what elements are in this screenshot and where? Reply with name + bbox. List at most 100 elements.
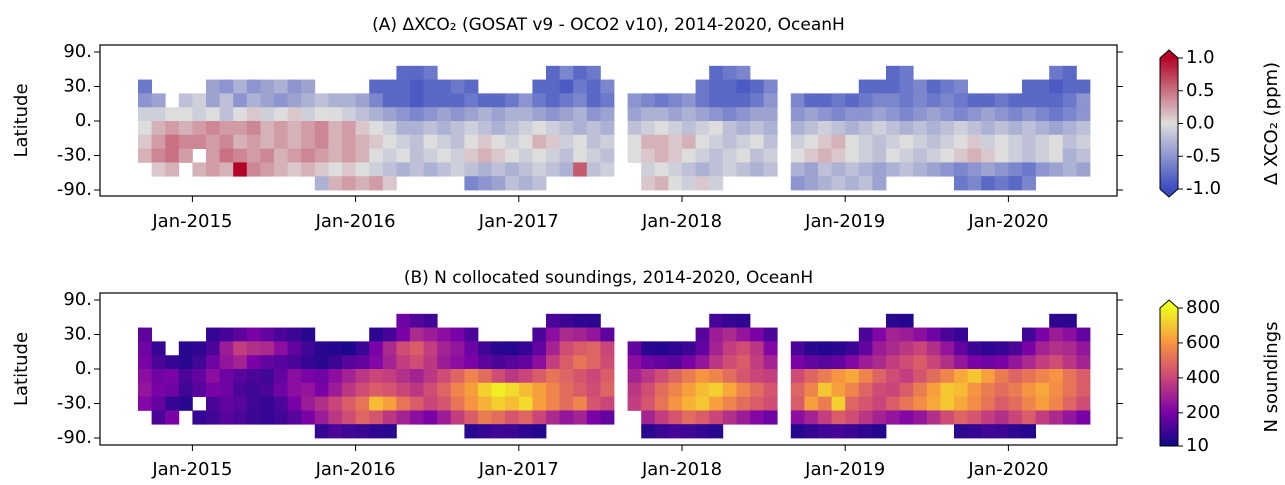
heatmap-cell <box>886 355 900 370</box>
heatmap-cell <box>722 369 737 384</box>
heatmap-cell <box>382 341 397 356</box>
heatmap-cell <box>233 341 248 356</box>
heatmap-cell <box>1022 176 1036 191</box>
heatmap-cell <box>1008 134 1023 150</box>
heatmap-cell <box>994 424 1009 439</box>
heatmap-cell <box>355 121 370 136</box>
heatmap-cell <box>328 410 343 425</box>
heatmap-cell <box>437 410 452 425</box>
heatmap-cell <box>940 121 955 136</box>
heatmap-cell <box>382 134 397 150</box>
heatmap-cell <box>858 369 873 384</box>
heatmap-cell <box>546 355 560 370</box>
x-tick-label: Jan-2017 <box>478 459 559 480</box>
heatmap-cell <box>899 148 914 163</box>
heatmap-cell <box>886 162 900 177</box>
heatmap-cell <box>1049 148 1064 163</box>
heatmap-cell <box>750 107 764 122</box>
heatmap-cell <box>926 134 941 150</box>
heatmap-cell <box>287 134 302 150</box>
heatmap-cell <box>831 107 846 122</box>
heatmap-cell <box>437 396 452 411</box>
heatmap-cell <box>301 382 316 398</box>
heatmap-cell <box>192 369 207 384</box>
heatmap-cell <box>872 176 887 191</box>
heatmap-cell <box>722 162 737 177</box>
heatmap-cell <box>790 134 805 150</box>
heatmap-cell <box>1035 121 1050 136</box>
heatmap-cell <box>750 327 764 342</box>
heatmap-cell <box>328 134 343 150</box>
heatmap-cell <box>219 121 234 136</box>
heatmap-cell <box>790 355 805 370</box>
heatmap-cell <box>450 148 465 163</box>
heatmap-cell <box>886 93 900 108</box>
heatmap-cell <box>967 134 982 150</box>
heatmap-cell <box>491 382 506 398</box>
heatmap-cell <box>763 134 778 150</box>
heatmap-cell <box>736 355 751 370</box>
heatmap-cell <box>641 396 656 411</box>
heatmap-cell <box>274 355 288 370</box>
heatmap-cell <box>1076 410 1091 425</box>
heatmap-cell <box>858 396 873 411</box>
heatmap-cell <box>654 341 669 356</box>
heatmap-cell <box>219 341 234 356</box>
heatmap-cell <box>1022 327 1036 342</box>
heatmap-cell <box>668 162 683 177</box>
heatmap-cell <box>1076 341 1091 356</box>
heatmap-cell <box>750 382 764 398</box>
heatmap-cell <box>750 148 764 163</box>
heatmap-cell <box>750 396 764 411</box>
heatmap-cell <box>913 121 928 136</box>
heatmap-cell <box>369 148 384 163</box>
heatmap-cell <box>478 93 492 108</box>
heatmap-cell <box>165 355 180 370</box>
heatmap-cell <box>1076 79 1091 94</box>
heatmap-cell <box>1008 424 1023 439</box>
heatmap-cell <box>342 93 356 108</box>
heatmap-cell <box>790 176 805 191</box>
heatmap-cell <box>518 162 533 177</box>
heatmap-cell <box>994 134 1009 150</box>
heatmap-cell <box>151 107 166 122</box>
heatmap-cell <box>940 93 955 108</box>
heatmap-cell <box>913 396 928 411</box>
heatmap-cell <box>845 341 860 356</box>
heatmap-cell <box>994 369 1009 384</box>
heatmap-cell <box>790 424 805 439</box>
heatmap-cell <box>818 410 832 425</box>
heatmap-cell <box>355 382 370 398</box>
heatmap-cell <box>396 79 411 94</box>
heatmap-cell <box>342 107 356 122</box>
heatmap-cell <box>872 382 887 398</box>
heatmap-cell <box>1035 93 1050 108</box>
heatmap-cell <box>722 65 737 80</box>
heatmap-cell <box>301 162 316 177</box>
heatmap-cell <box>314 410 329 425</box>
heatmap-cell <box>573 93 588 108</box>
heatmap-cell <box>138 134 152 150</box>
heatmap-cell <box>954 162 968 177</box>
heatmap-cell <box>641 341 656 356</box>
heatmap-cell <box>233 382 248 398</box>
colorbar-tick-label: -1.0 <box>1186 178 1221 199</box>
heatmap-cell <box>410 79 424 94</box>
heatmap-cell <box>464 93 479 108</box>
heatmap-cell <box>722 341 737 356</box>
heatmap-cell <box>899 162 914 177</box>
heatmap-cell <box>586 93 601 108</box>
y-tick-label: 30. <box>63 76 92 97</box>
heatmap-cell <box>586 341 601 356</box>
heatmap-cell <box>410 65 424 80</box>
heatmap-cell <box>532 341 547 356</box>
heatmap-cell <box>763 341 778 356</box>
heatmap-cell <box>586 79 601 94</box>
heatmap-cell <box>981 410 996 425</box>
heatmap-cell <box>1022 93 1036 108</box>
heatmap-cell <box>546 162 560 177</box>
heatmap-cell <box>627 369 642 384</box>
heatmap-cell <box>518 176 533 191</box>
heatmap-cell <box>369 341 384 356</box>
heatmap-cell <box>682 121 696 136</box>
